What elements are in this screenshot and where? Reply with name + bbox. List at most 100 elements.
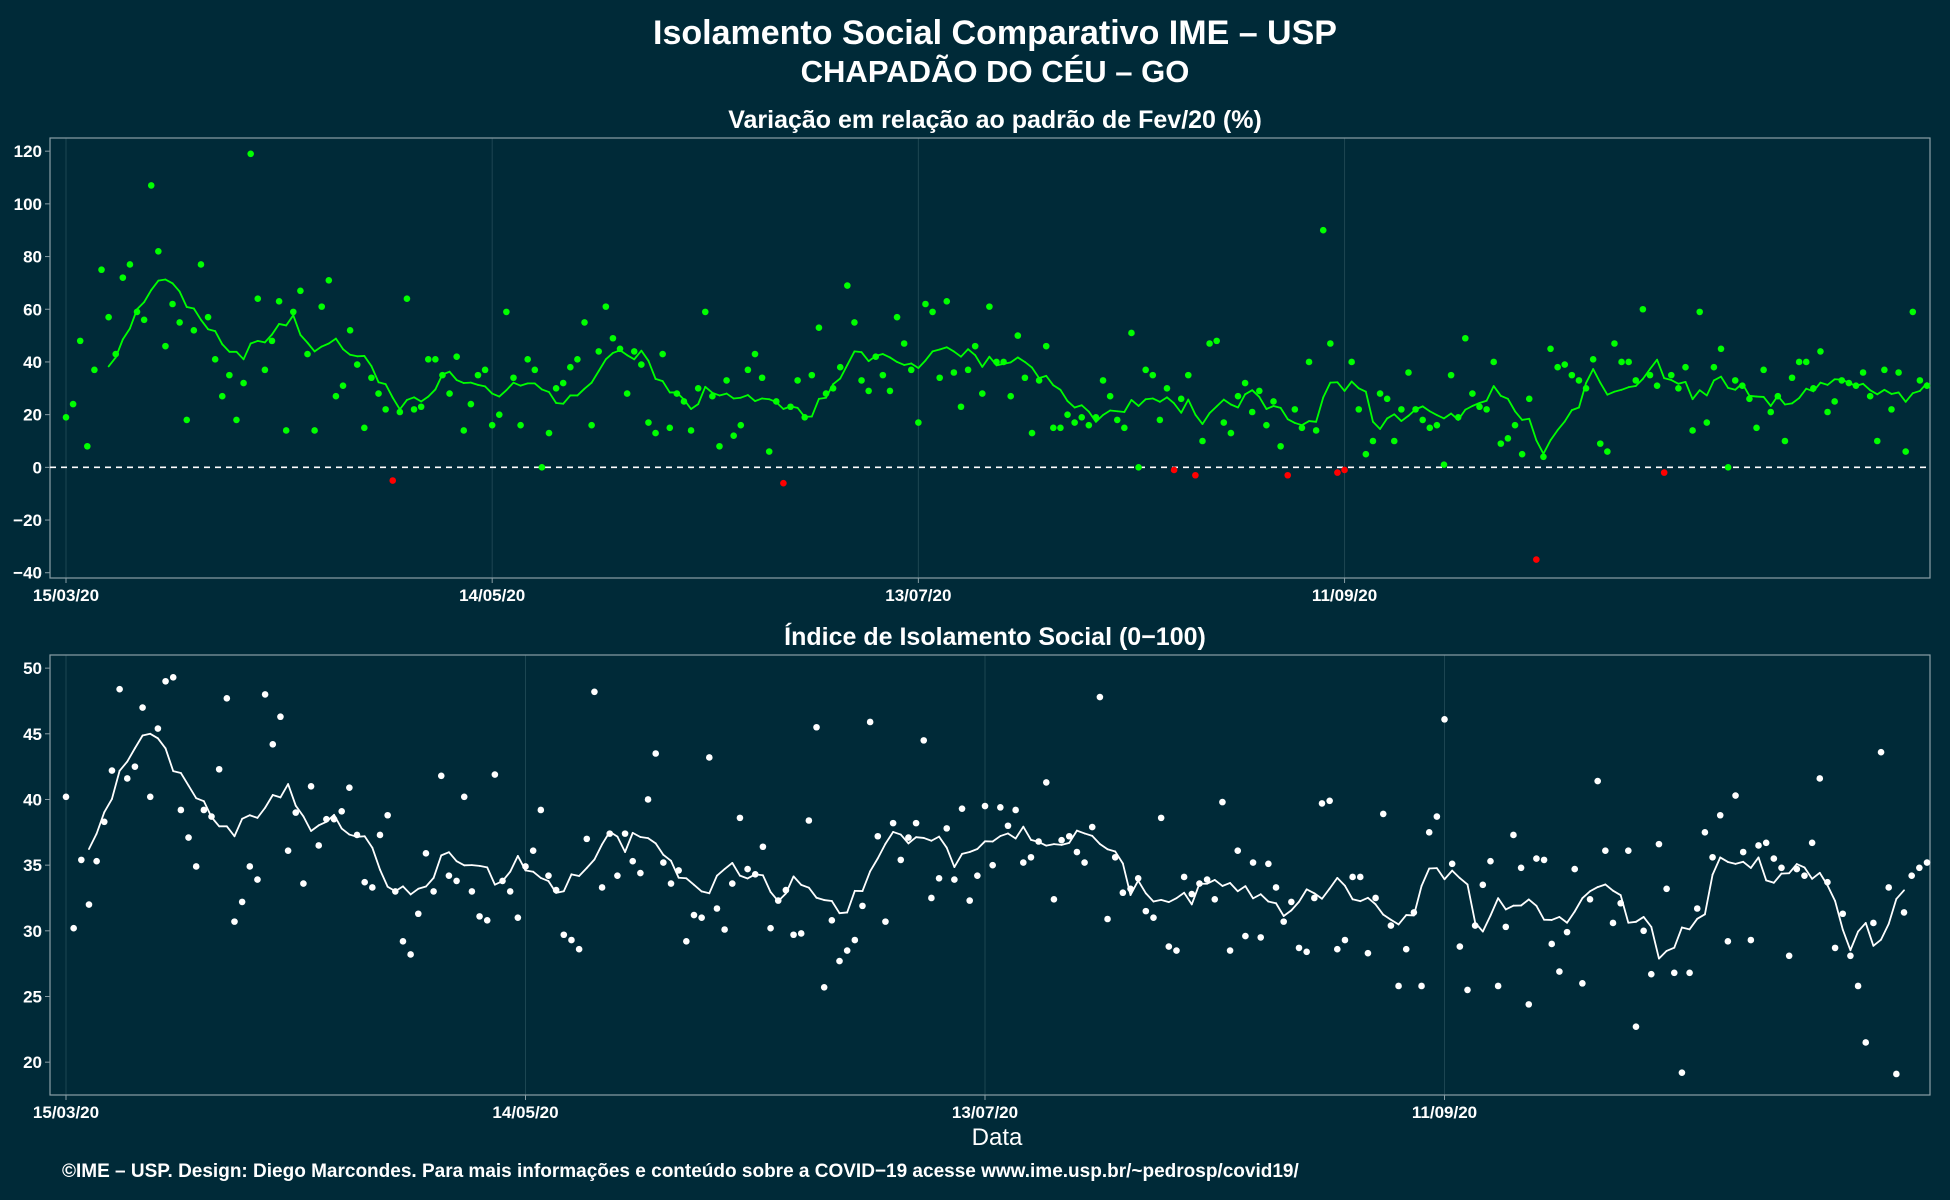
moving-average-segment	[1620, 386, 1630, 391]
y-tick-label: 0	[33, 458, 42, 477]
x-tick-label: 11/09/20	[1412, 1103, 1477, 1122]
data-point	[1284, 471, 1292, 479]
data-point	[247, 150, 254, 158]
data-point	[200, 806, 208, 814]
moving-average-segment	[1374, 903, 1385, 916]
moving-average-segment	[892, 831, 902, 836]
moving-average-segment	[1364, 390, 1374, 423]
moving-average-segment	[1704, 873, 1714, 916]
moving-average-segment	[1521, 417, 1531, 421]
data-point	[1256, 387, 1263, 395]
data-point	[524, 356, 531, 363]
data-point	[660, 859, 667, 866]
data-point	[375, 390, 382, 397]
moving-average-segment	[930, 835, 940, 842]
data-point	[1412, 406, 1419, 413]
moving-average-segment	[884, 831, 895, 845]
data-point	[820, 983, 828, 991]
moving-average-segment	[1279, 406, 1289, 421]
data-point	[1027, 853, 1035, 861]
x-tick-label: 13/07/20	[952, 1103, 1018, 1122]
data-point	[568, 936, 575, 944]
data-point	[774, 897, 782, 904]
data-point	[1150, 914, 1157, 921]
variation-panel: 120 100 80 60 40 20 0 −20 −40 15/03/20 14/05/20 13/…	[13, 137, 1931, 605]
moving-average-segment	[1911, 390, 1921, 395]
data-point	[1678, 1069, 1686, 1076]
data-point	[323, 815, 330, 823]
data-point	[1575, 377, 1583, 384]
data-point	[1372, 894, 1379, 902]
data-point	[1703, 419, 1711, 426]
moving-average-segment	[1137, 879, 1147, 895]
data-point	[1902, 448, 1909, 455]
data-point	[62, 793, 70, 801]
data-point	[858, 377, 865, 384]
data-point	[1280, 918, 1287, 925]
moving-average-segment	[1573, 897, 1584, 913]
x-tick-label: 15/03/20	[33, 586, 99, 605]
data-point	[621, 830, 629, 837]
moving-average-segment	[1634, 377, 1644, 387]
data-point	[1716, 811, 1724, 819]
data-point	[1311, 894, 1318, 902]
data-point	[76, 337, 84, 345]
moving-average-segment	[1016, 356, 1026, 363]
data-point	[882, 918, 889, 925]
moving-average-segment	[1443, 412, 1452, 420]
moving-average-segment	[1435, 414, 1445, 420]
data-point	[997, 804, 1004, 811]
data-point	[574, 356, 581, 363]
data-point	[376, 831, 384, 839]
data-point	[510, 374, 517, 382]
data-point	[1859, 369, 1867, 376]
moving-average-segment	[1641, 368, 1651, 380]
data-point	[836, 957, 843, 965]
data-point	[545, 429, 553, 437]
moving-average-segment	[1106, 848, 1117, 853]
moving-average-segment	[1642, 916, 1653, 928]
moving-average-segment	[484, 385, 494, 395]
data-point	[1888, 406, 1895, 413]
moving-average-segment	[1749, 856, 1760, 869]
data-point	[315, 842, 323, 849]
moving-average-segment	[187, 784, 198, 800]
data-point	[1464, 986, 1471, 994]
moving-average-segment	[1428, 410, 1438, 416]
data-point	[139, 704, 146, 711]
y-tick-label: 100	[14, 195, 42, 214]
moving-average-segment	[1720, 375, 1730, 389]
data-point	[1433, 813, 1441, 820]
data-point	[1196, 880, 1203, 887]
moving-average-segment	[1301, 420, 1310, 427]
data-point	[652, 750, 659, 757]
moving-average-segment	[1619, 894, 1630, 924]
moving-average-segment	[271, 794, 282, 799]
y-tick-label: 35	[23, 856, 42, 875]
moving-average-segment	[1613, 388, 1623, 393]
data-point	[506, 888, 514, 895]
data-point	[325, 276, 333, 284]
moving-average-segment	[406, 396, 415, 401]
data-point	[912, 819, 920, 827]
moving-average-segment	[1734, 860, 1745, 865]
moving-average-segment	[1066, 400, 1076, 409]
data-point	[1525, 395, 1533, 403]
data-point	[218, 392, 226, 400]
data-point	[1795, 358, 1803, 366]
moving-average-segment	[498, 389, 508, 398]
moving-average-segment	[478, 864, 489, 869]
moving-average-segment	[1514, 410, 1524, 421]
data-point	[737, 421, 745, 429]
moving-average-segment	[1237, 393, 1247, 409]
data-point	[683, 938, 690, 945]
moving-average-segment	[860, 351, 870, 363]
moving-average-segment	[1826, 884, 1836, 902]
moving-average-segment	[922, 837, 933, 842]
moving-average-segment	[1350, 380, 1360, 390]
top-panel-title: Variação em relação ao padrão de Fev/20 …	[728, 106, 1262, 134]
moving-average-segment	[1698, 389, 1708, 397]
data-point	[1490, 358, 1498, 366]
data-point	[1248, 408, 1256, 416]
